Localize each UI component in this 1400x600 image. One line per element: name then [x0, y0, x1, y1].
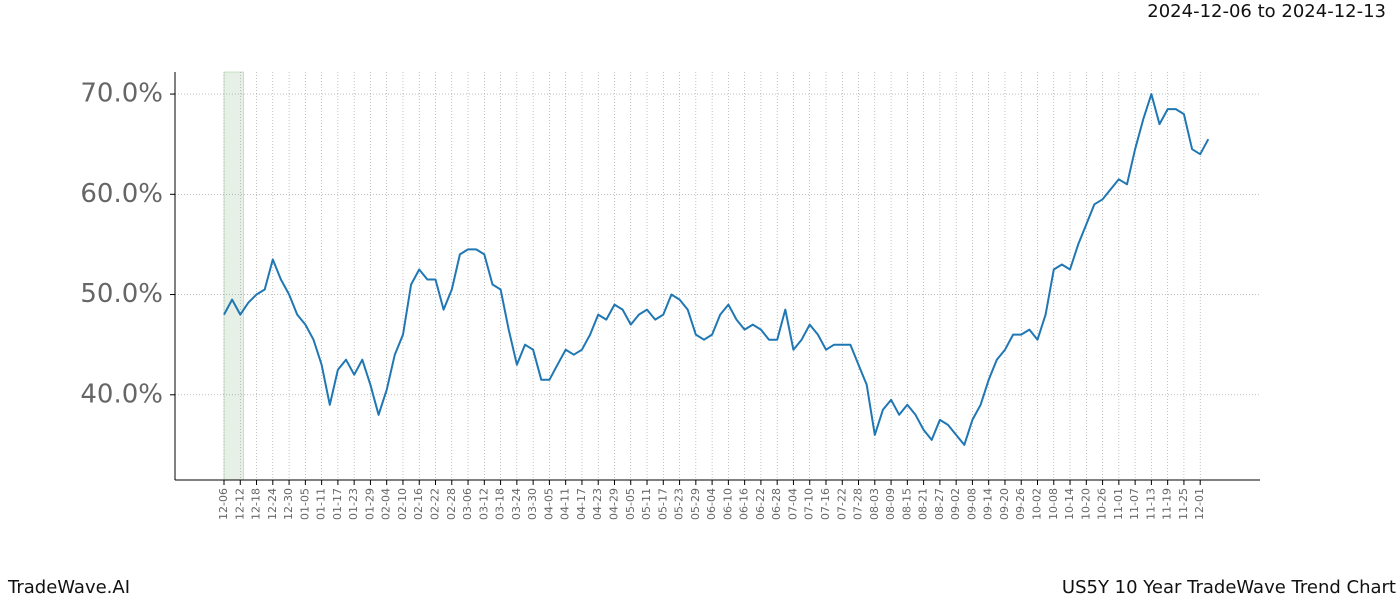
- x-tick-label: 09-02: [949, 488, 962, 520]
- x-tick-label: 04-17: [575, 488, 588, 520]
- x-tick-label: 06-10: [721, 488, 734, 520]
- x-tick-label: 09-20: [998, 488, 1011, 520]
- x-tick-label: 02-16: [412, 488, 425, 520]
- x-tick-label: 01-05: [298, 488, 311, 520]
- x-tick-label: 12-18: [250, 488, 263, 520]
- y-tick-label: 50.0%: [80, 279, 163, 309]
- x-tick-label: 04-23: [591, 488, 604, 520]
- x-tick-label: 03-30: [526, 488, 539, 520]
- x-tick-label: 02-22: [429, 488, 442, 520]
- x-tick-label: 10-26: [1096, 488, 1109, 520]
- x-tick-label: 07-28: [852, 488, 865, 520]
- x-tick-label: 03-12: [477, 488, 490, 520]
- x-tick-label: 10-20: [1079, 488, 1092, 520]
- x-tick-label: 09-08: [965, 488, 978, 520]
- y-tick-label: 60.0%: [80, 179, 163, 209]
- x-tick-label: 04-05: [542, 488, 555, 520]
- x-tick-label: 03-24: [510, 488, 523, 520]
- x-tick-label: 12-24: [266, 488, 279, 520]
- y-tick-label: 70.0%: [80, 79, 163, 109]
- x-tick-label: 07-10: [803, 488, 816, 520]
- x-tick-label: 04-29: [607, 488, 620, 520]
- x-tick-label: 06-22: [754, 488, 767, 520]
- x-tick-label: 12-06: [217, 488, 230, 520]
- trend-line: [223, 93, 1210, 446]
- x-tick-label: 09-14: [982, 488, 995, 520]
- x-tick-label: 06-04: [705, 488, 718, 520]
- x-tick-label: 10-08: [1047, 488, 1060, 520]
- x-tick-label: 07-22: [835, 488, 848, 520]
- x-tick-label: 05-05: [624, 488, 637, 520]
- x-tick-label: 05-29: [689, 488, 702, 520]
- x-tick-label: 01-29: [363, 488, 376, 520]
- x-tick-label: 08-09: [884, 488, 897, 520]
- x-tick-label: 04-11: [559, 488, 572, 520]
- date-range: 2024-12-06 to 2024-12-13: [1147, 1, 1386, 22]
- x-tick-label: 08-27: [933, 488, 946, 520]
- x-tick-label: 01-17: [331, 488, 344, 520]
- x-tick-label: 07-04: [786, 488, 799, 520]
- x-tick-label: 11-07: [1128, 488, 1141, 520]
- highlight-band: [223, 71, 244, 481]
- x-tick-label: 01-11: [315, 488, 328, 520]
- x-tick-label: 01-23: [347, 488, 360, 520]
- x-tick-label: 12-01: [1193, 488, 1206, 520]
- x-tick-label: 08-15: [900, 488, 913, 520]
- chart-name: US5Y 10 Year TradeWave Trend Chart: [1062, 577, 1396, 598]
- x-tick-label: 02-28: [445, 488, 458, 520]
- x-tick-label: 07-16: [819, 488, 832, 520]
- x-tick-label: 03-06: [461, 488, 474, 520]
- x-tick-label: 10-14: [1063, 488, 1076, 520]
- x-tick-label: 12-30: [282, 488, 295, 520]
- x-tick-label: 09-26: [1014, 488, 1027, 520]
- x-tick-label: 11-19: [1161, 488, 1174, 520]
- x-tick-label: 05-17: [656, 488, 669, 520]
- x-tick-label: 12-12: [233, 488, 246, 520]
- x-tick-label: 10-02: [1031, 488, 1044, 520]
- y-tick-label: 40.0%: [80, 379, 163, 409]
- x-tick-label: 03-18: [494, 488, 507, 520]
- x-tick-label: 11-01: [1112, 488, 1125, 520]
- x-tick-label: 05-11: [640, 488, 653, 520]
- brand: TradeWave.AI: [7, 577, 130, 598]
- x-tick-label: 05-23: [673, 488, 686, 520]
- x-tick-label: 08-21: [917, 488, 930, 520]
- x-tick-label: 11-13: [1144, 488, 1157, 520]
- x-tick-label: 08-03: [868, 488, 881, 520]
- x-tick-label: 06-28: [770, 488, 783, 520]
- x-tick-label: 11-25: [1177, 488, 1190, 520]
- x-tick-label: 06-16: [738, 488, 751, 520]
- x-tick-label: 02-10: [396, 488, 409, 520]
- x-tick-label: 02-04: [380, 488, 393, 520]
